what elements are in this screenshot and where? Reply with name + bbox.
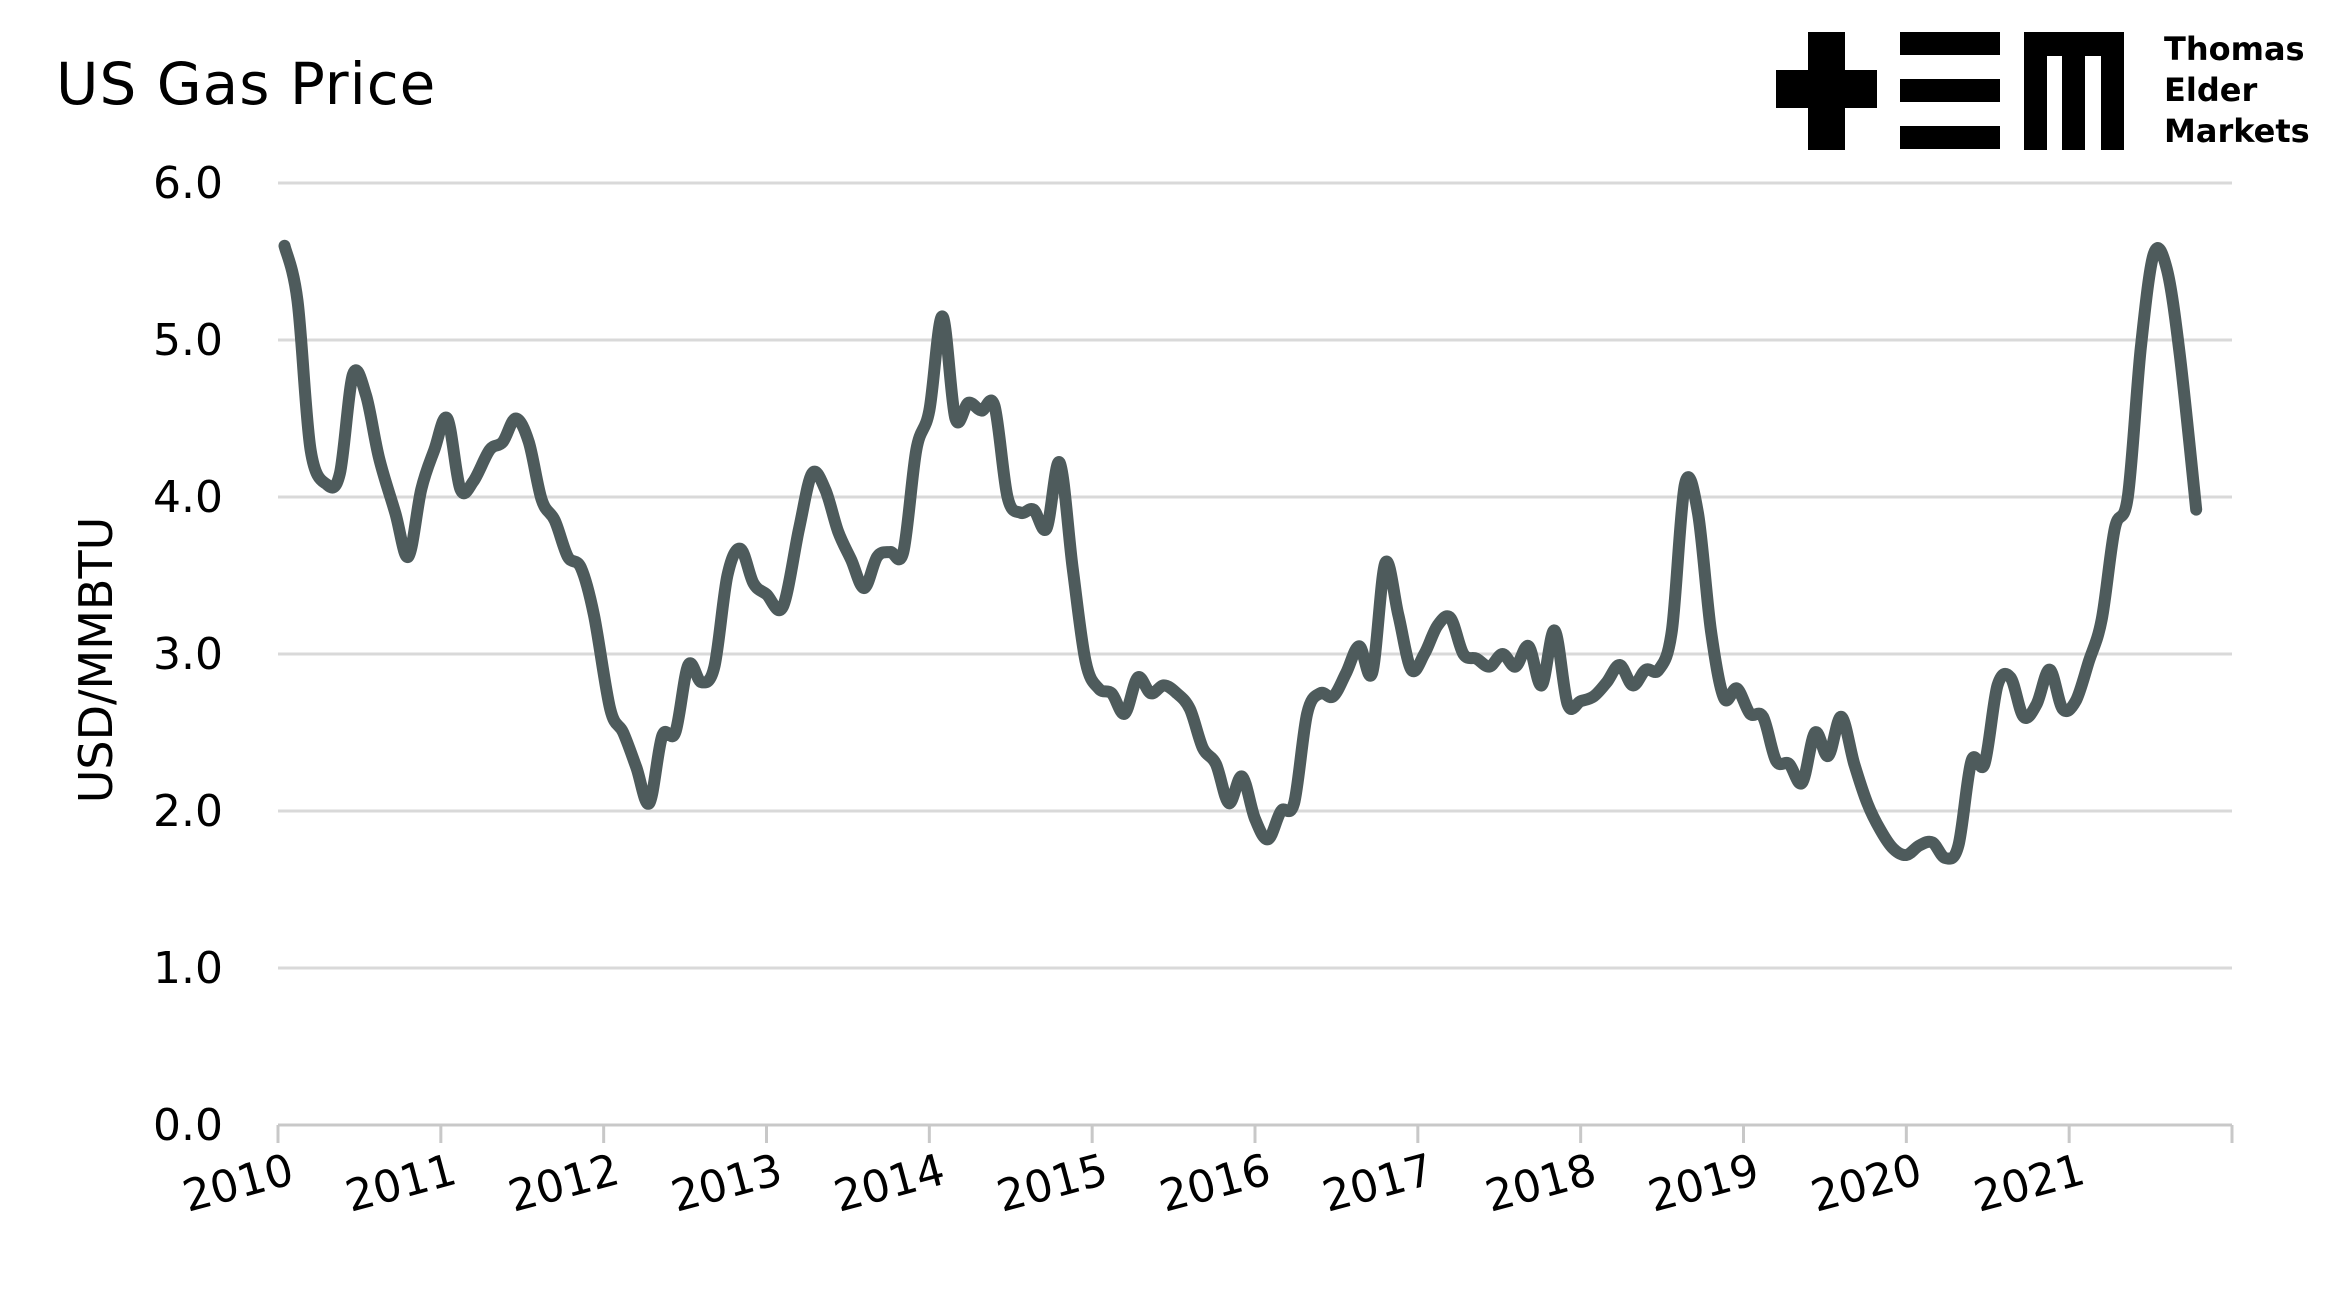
y-tick-label: 1.0 — [153, 943, 223, 994]
series — [278, 239, 2203, 865]
y-tick-label: 0.0 — [153, 1100, 223, 1151]
y-tick-label: 5.0 — [153, 315, 223, 366]
x-tick-label: 2010 — [177, 1144, 298, 1222]
x-tick-label: 2013 — [666, 1144, 787, 1222]
x-tick-label: 2020 — [1806, 1144, 1927, 1222]
logo-text-line2: Elder — [2164, 71, 2257, 109]
x-tick-label: 2015 — [992, 1144, 1113, 1222]
x-tick-label: 2016 — [1154, 1144, 1275, 1222]
gridlines — [278, 181, 2232, 1127]
y-tick-label: 3.0 — [153, 629, 223, 680]
x-tick-label: 2012 — [503, 1144, 624, 1222]
y-tick-label: 4.0 — [153, 472, 223, 523]
logo-mark — [1776, 32, 2124, 150]
logo-text-line1: Thomas — [2164, 30, 2305, 68]
x-tick-label: 2019 — [1643, 1144, 1764, 1222]
logo: Thomas Elder Markets — [1776, 30, 2310, 150]
y-axis-label: USD/MMBTU — [69, 517, 123, 804]
y-tick-label: 6.0 — [153, 158, 223, 209]
x-tick-label: 2011 — [340, 1144, 461, 1222]
x-tick-label: 2014 — [829, 1144, 950, 1222]
logo-text-line3: Markets — [2164, 112, 2310, 150]
x-tick-labels: 2010 2011 2012 2013 2014 2015 2016 2017 2018 2019… — [177, 1125, 2234, 1223]
y-tick-labels: 0.0 1.0 2.0 3.0 4.0 5.0 6.0 — [153, 158, 223, 1151]
series-line-0 — [278, 239, 2203, 865]
y-tick-label: 2.0 — [153, 786, 223, 837]
x-tick-label: 2021 — [1969, 1144, 2090, 1222]
x-tick-label: 2017 — [1317, 1144, 1438, 1222]
chart-title: US Gas Price — [56, 50, 436, 118]
x-tick-label: 2018 — [1480, 1144, 1601, 1222]
